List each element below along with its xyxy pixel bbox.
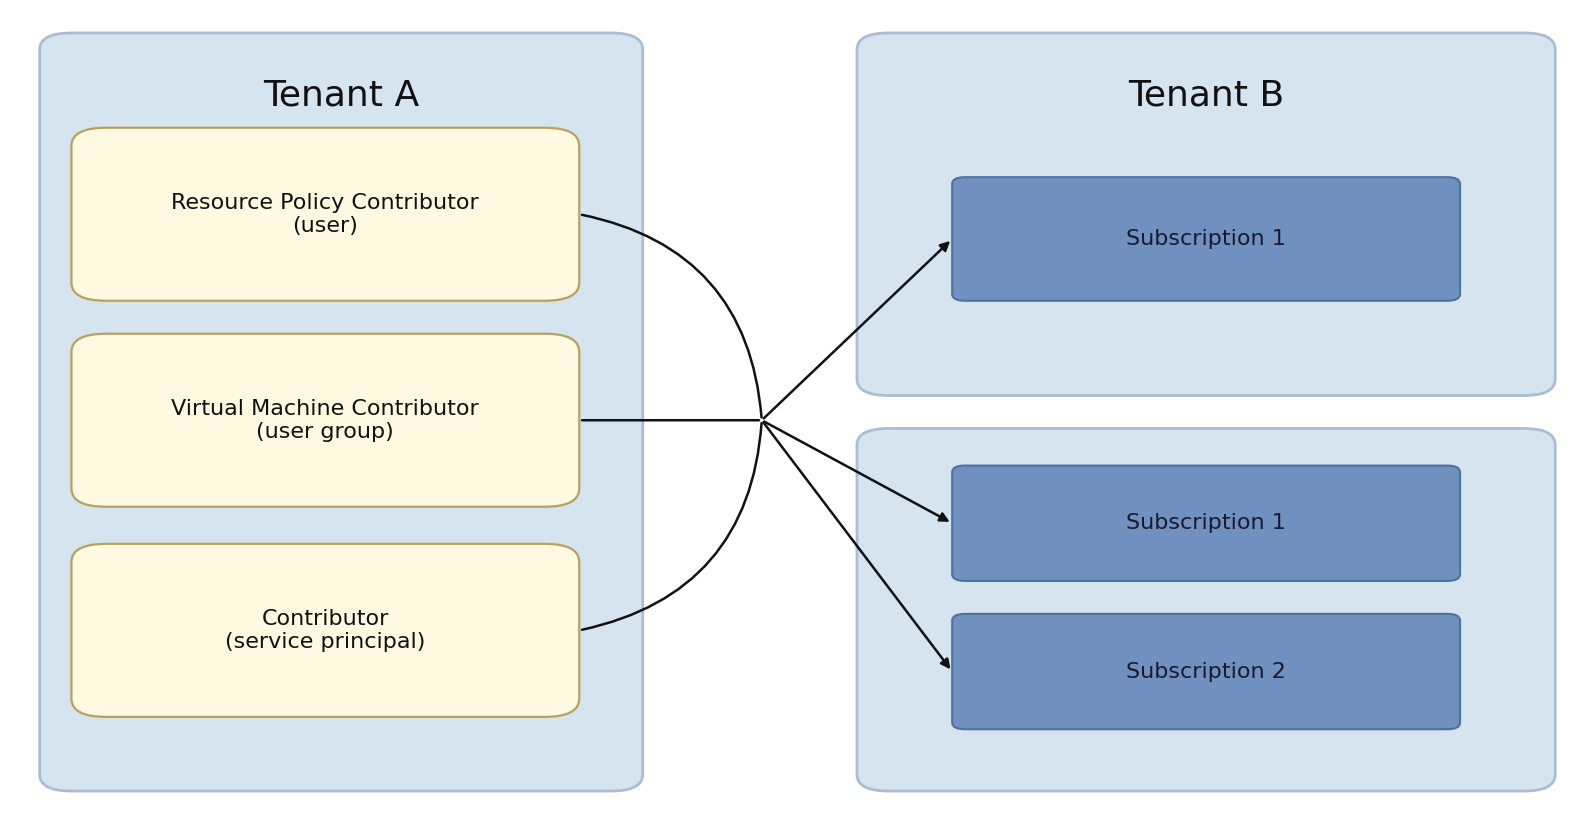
FancyBboxPatch shape	[857, 33, 1555, 396]
FancyBboxPatch shape	[952, 466, 1460, 581]
FancyBboxPatch shape	[71, 128, 579, 301]
Text: Subscription 1: Subscription 1	[1127, 513, 1285, 533]
FancyBboxPatch shape	[857, 428, 1555, 791]
Text: Contributor
(service principal): Contributor (service principal)	[225, 609, 425, 652]
Text: Resource Policy Contributor
(user): Resource Policy Contributor (user)	[171, 193, 479, 236]
Text: Tenant A: Tenant A	[263, 78, 419, 112]
Text: Tenant C: Tenant C	[1128, 474, 1284, 508]
FancyBboxPatch shape	[952, 614, 1460, 729]
FancyBboxPatch shape	[40, 33, 643, 791]
Text: Subscription 2: Subscription 2	[1127, 662, 1285, 681]
FancyBboxPatch shape	[952, 177, 1460, 301]
Text: Subscription 1: Subscription 1	[1127, 229, 1285, 249]
Text: Tenant B: Tenant B	[1128, 78, 1284, 112]
FancyBboxPatch shape	[71, 544, 579, 717]
Text: Virtual Machine Contributor
(user group): Virtual Machine Contributor (user group)	[171, 399, 479, 442]
FancyBboxPatch shape	[71, 334, 579, 507]
